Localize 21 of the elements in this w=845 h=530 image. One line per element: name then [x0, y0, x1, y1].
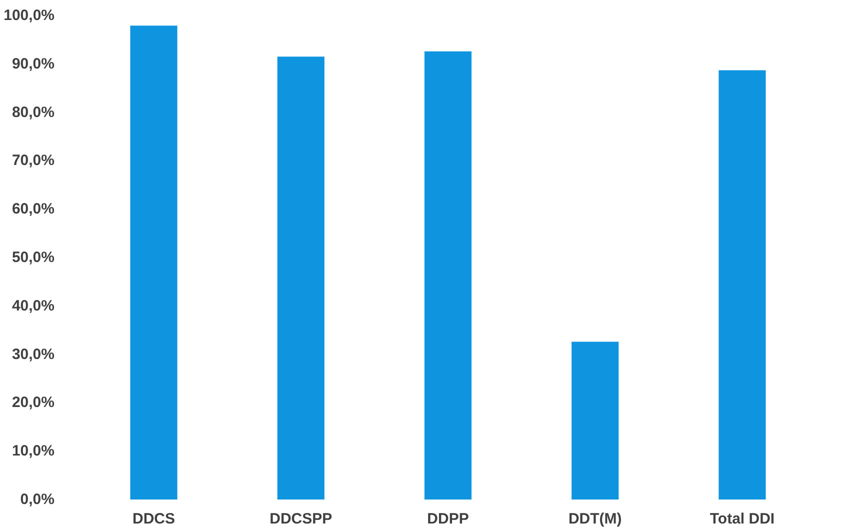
bar: [130, 26, 178, 500]
x-tick-label: DDPP: [427, 510, 469, 528]
bar: [277, 56, 324, 500]
x-tick-label: DDCS: [132, 510, 176, 528]
bar: [572, 342, 619, 500]
y-tick-label: 30,0%: [12, 346, 55, 363]
y-tick-label: 90,0%: [12, 55, 55, 72]
y-tick-label: 50,0%: [12, 249, 55, 266]
y-tick-label: 100,0%: [4, 7, 54, 24]
y-tick-label: 70,0%: [12, 152, 55, 170]
y-tick-label: 10,0%: [12, 442, 55, 460]
bar: [424, 51, 472, 500]
y-tick-label: 20,0%: [12, 394, 55, 412]
x-tick-label: Total DDI: [710, 510, 775, 528]
x-tick-label: DDT(M): [568, 510, 622, 528]
y-tick-label: 40,0%: [12, 297, 55, 314]
bar: [718, 70, 766, 500]
x-tick-label: DDCSPP: [270, 510, 332, 528]
y-tick-label: 80,0%: [12, 104, 55, 121]
y-tick-label: 0,0%: [20, 491, 55, 508]
y-tick-label: 60,0%: [12, 200, 55, 218]
